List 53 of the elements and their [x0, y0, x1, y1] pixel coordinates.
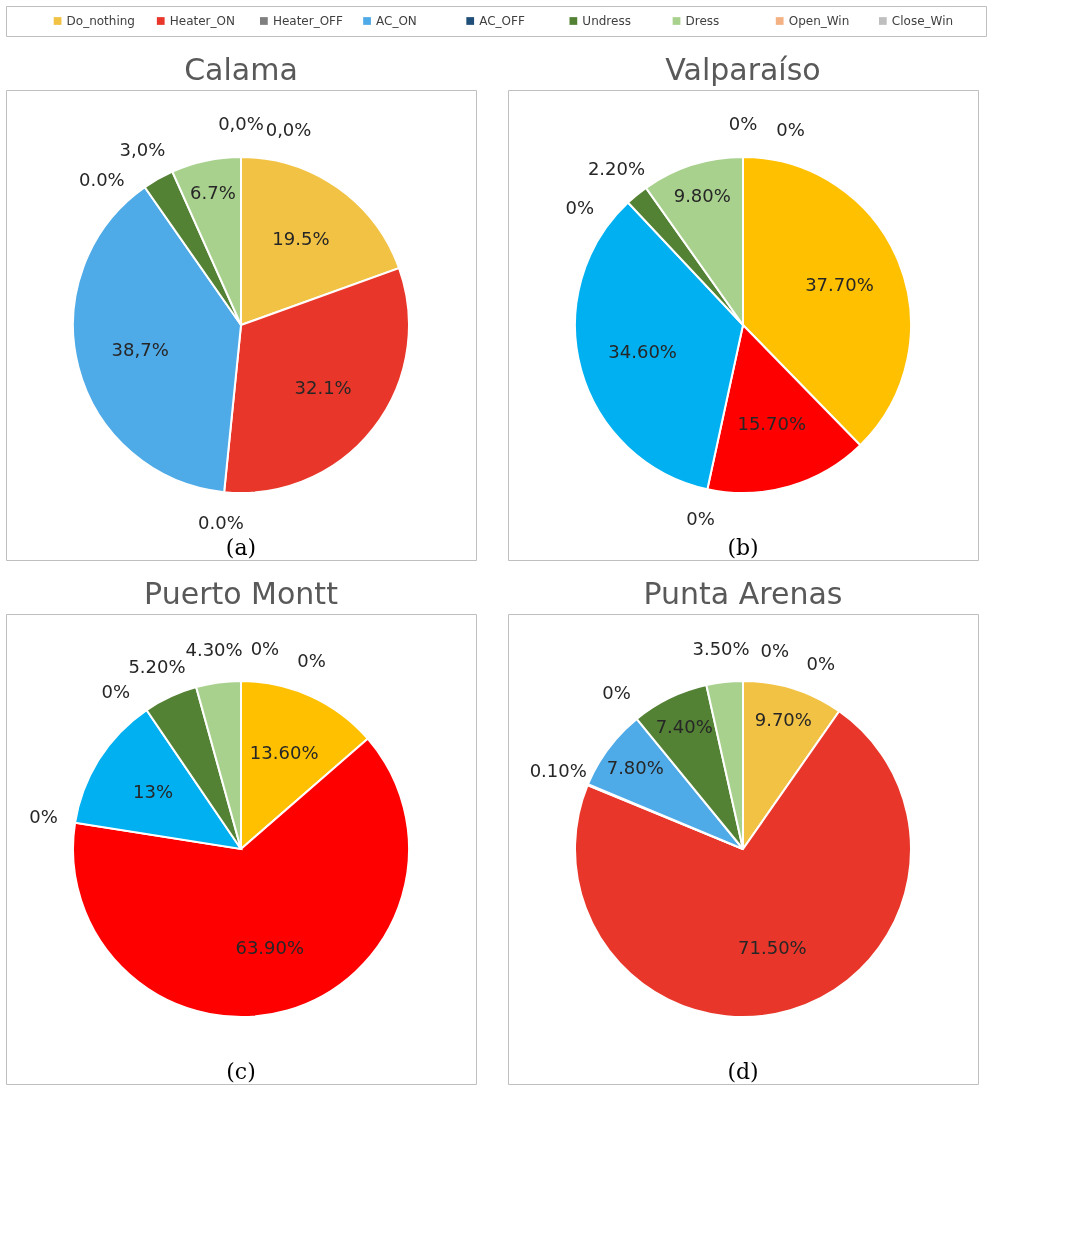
text: (b)	[727, 535, 759, 560]
chart-title: Valparaíso	[665, 52, 821, 87]
chart-title: Puerto Montt	[144, 576, 339, 611]
data-label: 13.60%	[249, 742, 319, 764]
data-label: 63.90%	[235, 937, 305, 959]
data-label: 13%	[133, 781, 174, 803]
legend-label: Do_nothing	[66, 14, 135, 28]
text: 0%	[29, 805, 58, 827]
text: 0%	[602, 682, 631, 704]
text: 0,0%	[218, 113, 264, 134]
legend-label: Close_Win	[891, 14, 954, 28]
data-label: 6.7%	[190, 181, 236, 203]
legend-label: Heater_OFF	[272, 14, 344, 28]
text: 0%	[728, 113, 758, 134]
text: 0%	[806, 652, 836, 674]
data-label: 71.50%	[738, 936, 807, 958]
legend-label: AC_ON	[376, 14, 417, 28]
text: 0%	[565, 197, 595, 219]
data-label: 32.1%	[294, 377, 352, 399]
text: 0.0%	[198, 511, 244, 533]
data-label: 7.40%	[655, 716, 713, 738]
text: 0%	[686, 508, 715, 530]
data-label: 34.60%	[608, 340, 677, 362]
data-label: 15.70%	[737, 413, 807, 435]
text: 0%	[297, 649, 326, 671]
text: (a)	[225, 535, 257, 560]
data-label: 9.70%	[754, 708, 812, 730]
data-label: 2.20%	[587, 158, 646, 180]
data-label: 0.10%	[529, 760, 587, 782]
data-label: 38,7%	[111, 339, 169, 361]
text: 0.0%	[78, 169, 125, 191]
text: 0%	[250, 638, 280, 660]
text: 0%	[760, 639, 790, 661]
data-label: 19.5%	[272, 227, 330, 249]
data-label: 4.30%	[185, 638, 243, 660]
text: 0%	[776, 118, 805, 140]
legend-label: Undress	[582, 14, 631, 28]
legend-label: Open_Win	[788, 14, 850, 28]
data-label: 3.50%	[692, 638, 750, 660]
chart-title: Punta Arenas	[643, 576, 843, 611]
text: (d)	[727, 1059, 759, 1084]
text: 0%	[101, 681, 130, 703]
legend-label: Dress	[685, 14, 720, 28]
data-label: 5.20%	[128, 655, 186, 677]
text: (c)	[226, 1059, 256, 1084]
text: Calama	[184, 52, 298, 87]
legend-label: Heater_ON	[169, 14, 235, 28]
text: 0,0%	[265, 118, 312, 140]
data-label: 3,0%	[119, 138, 166, 160]
data-label: 9.80%	[673, 184, 731, 206]
data-label: 7.80%	[606, 756, 664, 778]
legend-label: AC_OFF	[479, 14, 525, 28]
data-label: 37.70%	[805, 273, 874, 295]
